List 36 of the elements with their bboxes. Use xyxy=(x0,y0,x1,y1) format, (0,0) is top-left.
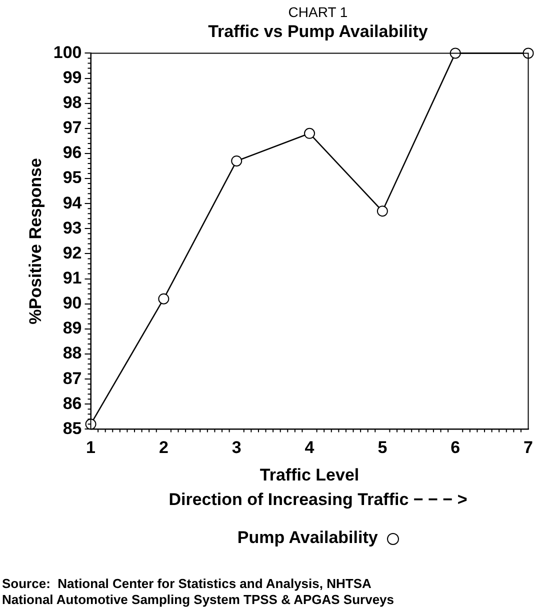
x-tick-label: 2 xyxy=(158,438,168,458)
legend-label: Pump Availability xyxy=(237,528,379,547)
x-tick-label: 7 xyxy=(524,438,534,458)
x-tick-label: 3 xyxy=(232,438,242,458)
y-tick-label: 85 xyxy=(62,418,82,438)
y-tick-label: 92 xyxy=(62,243,82,262)
y-tick-label: 89 xyxy=(62,318,82,338)
x-tick-label: 1 xyxy=(86,438,96,458)
y-tick-label: 87 xyxy=(62,368,82,388)
x-tick-label: 5 xyxy=(378,438,388,458)
y-tick-label: 90 xyxy=(62,294,82,313)
point xyxy=(158,293,170,304)
y-tick-label: 95 xyxy=(62,168,82,188)
y-tick-label: 96 xyxy=(62,143,82,162)
x-tick-label: 4 xyxy=(304,438,315,458)
y-tick-label: 99 xyxy=(62,68,82,87)
point xyxy=(376,206,388,217)
point xyxy=(231,155,242,166)
y-tick-label: 86 xyxy=(62,394,82,413)
y-tick-label: 94 xyxy=(62,193,82,212)
chart-subtitle: CHART 1 xyxy=(287,4,349,20)
y-tick-label: 97 xyxy=(62,118,82,138)
y-axis-title: %Positive Response xyxy=(26,158,45,324)
x-axis-title: Traffic Level xyxy=(260,465,360,484)
y-tick-label: 98 xyxy=(62,93,82,112)
text: Direction of Increasing Traffic − − − > xyxy=(168,490,468,510)
x-tick-label: 6 xyxy=(450,438,460,458)
y-tick-label: 91 xyxy=(62,268,82,288)
point xyxy=(304,128,316,139)
point xyxy=(450,48,461,59)
source-note: Source: National Center for Statistics and Analysis, NHTSA xyxy=(2,576,372,591)
y-tick-label: 100 xyxy=(53,42,82,62)
text: National Automotive Sampling System TPSS & APGAS Surveys xyxy=(2,592,394,607)
y-tick-label: 93 xyxy=(62,218,82,238)
chart-title: Traffic vs Pump Availability xyxy=(207,22,429,42)
y-tick-label: 88 xyxy=(62,344,82,363)
